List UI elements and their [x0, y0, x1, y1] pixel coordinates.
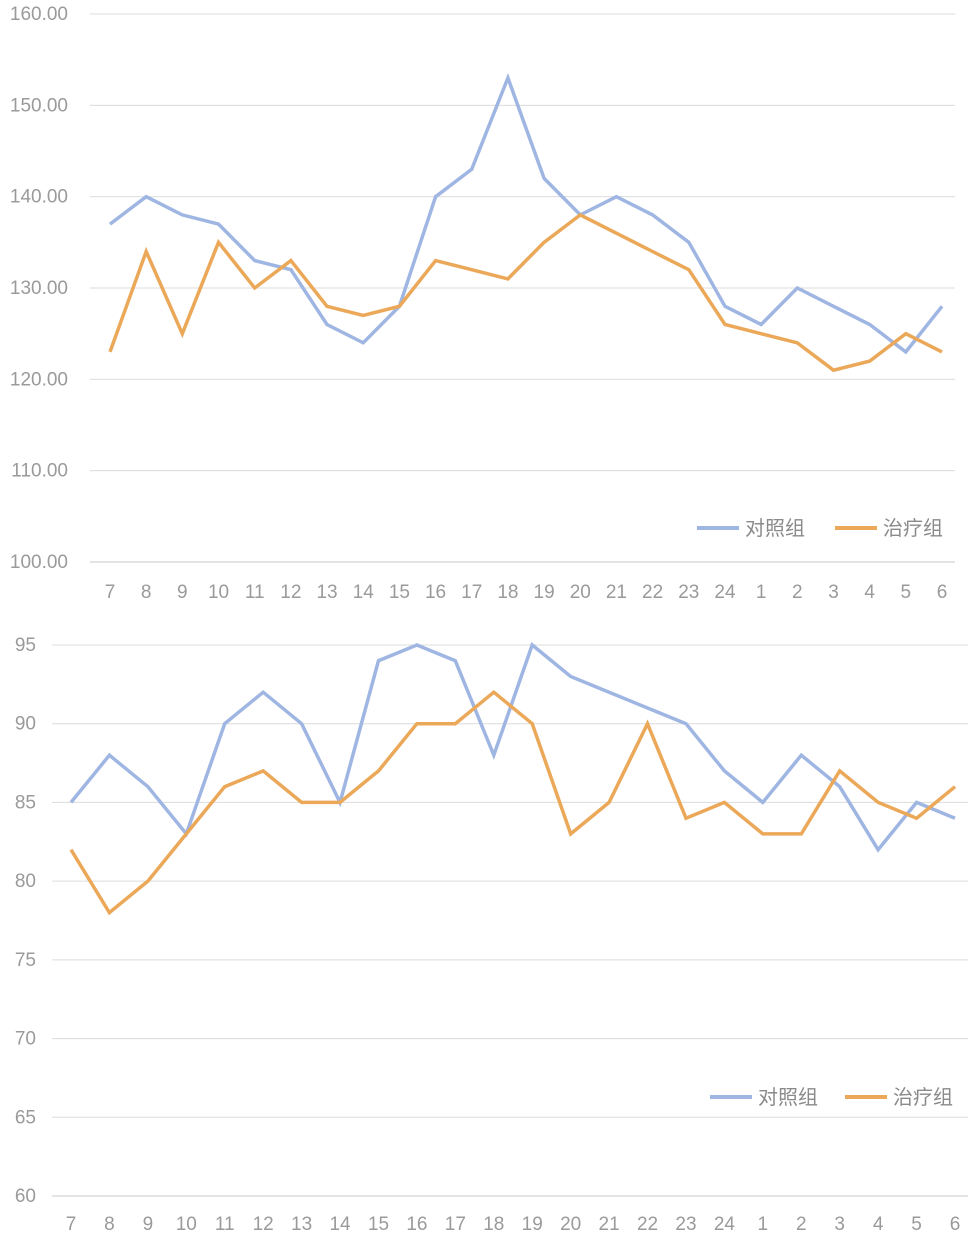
- x-tick-label: 5: [901, 582, 912, 603]
- x-tick-label: 18: [497, 582, 518, 603]
- y-tick-label: 150.00: [10, 95, 68, 116]
- x-tick-label: 14: [329, 1214, 351, 1235]
- y-tick-label: 70: [15, 1029, 36, 1050]
- y-tick-label: 65: [15, 1107, 36, 1128]
- x-tick-label: 17: [445, 1214, 466, 1235]
- y-tick-label: 110.00: [11, 461, 68, 482]
- x-tick-label: 12: [280, 582, 301, 603]
- y-tick-label: 80: [15, 871, 36, 892]
- y-tick-label: 90: [15, 714, 36, 735]
- x-tick-label: 15: [368, 1214, 389, 1235]
- x-tick-label: 7: [66, 1214, 77, 1235]
- series-line-treatment: [108, 212, 943, 373]
- x-tick-label: 9: [143, 1214, 154, 1235]
- x-tick-label: 2: [792, 582, 803, 603]
- x-tick-label: 1: [758, 1214, 769, 1235]
- x-tick-label: 7: [105, 582, 116, 603]
- series-line-control: [69, 642, 956, 853]
- y-tick-label: 140.00: [10, 187, 68, 208]
- y-tick-label: 75: [15, 950, 36, 971]
- y-tick-label: 100.00: [10, 552, 68, 573]
- x-tick-label: 20: [570, 582, 591, 603]
- x-tick-label: 5: [911, 1214, 922, 1235]
- x-tick-label: 11: [215, 1214, 235, 1235]
- x-tick-label: 6: [937, 582, 948, 603]
- legend-label: 治疗组: [883, 517, 943, 540]
- x-tick-label: 16: [406, 1214, 427, 1235]
- series-line-control: [108, 72, 944, 355]
- x-tick-label: 3: [828, 582, 839, 603]
- x-tick-label: 6: [950, 1214, 961, 1235]
- x-tick-label: 19: [534, 582, 555, 603]
- x-tick-label: 16: [425, 582, 446, 603]
- legend-label: 对照组: [745, 517, 805, 540]
- y-tick-label: 120.00: [10, 369, 68, 390]
- chart-top: 100.00 110.00 120.00 130.00 140.00 150.00 160.…: [10, 4, 955, 603]
- x-tick-label: 1: [756, 582, 767, 603]
- y-tick-label: 95: [15, 635, 36, 656]
- y-tick-label: 160.00: [10, 4, 68, 25]
- x-tick-label: 24: [714, 1214, 736, 1235]
- x-tick-label: 13: [316, 582, 337, 603]
- x-tick-label: 15: [389, 582, 410, 603]
- y-tick-label: 85: [15, 792, 36, 813]
- x-tick-label: 12: [253, 1214, 274, 1235]
- x-tick-label: 4: [864, 582, 875, 603]
- x-tick-label: 20: [560, 1214, 581, 1235]
- x-tick-label: 2: [796, 1214, 807, 1235]
- x-tick-label: 11: [245, 582, 265, 603]
- x-tick-label: 14: [353, 582, 375, 603]
- x-tick-label: 22: [637, 1214, 658, 1235]
- x-tick-label: 13: [291, 1214, 312, 1235]
- legend-label: 对照组: [758, 1086, 818, 1109]
- y-tick-label: 60: [15, 1186, 36, 1207]
- x-tick-label: 10: [176, 1214, 197, 1235]
- x-tick-label: 8: [141, 582, 152, 603]
- x-tick-label: 19: [522, 1214, 543, 1235]
- x-tick-label: 24: [714, 582, 736, 603]
- x-tick-label: 23: [678, 582, 699, 603]
- x-tick-label: 23: [675, 1214, 696, 1235]
- x-tick-label: 3: [834, 1214, 845, 1235]
- x-tick-label: 22: [642, 582, 663, 603]
- legend-label: 治疗组: [893, 1086, 953, 1109]
- x-tick-label: 10: [208, 582, 229, 603]
- x-tick-label: 18: [483, 1214, 504, 1235]
- x-tick-label: 21: [599, 1214, 620, 1235]
- y-tick-label: 130.00: [10, 278, 68, 299]
- x-tick-label: 17: [461, 582, 482, 603]
- series-line-treatment: [69, 689, 957, 916]
- x-tick-label: 21: [606, 582, 627, 603]
- x-tick-label: 4: [873, 1214, 884, 1235]
- x-tick-label: 9: [177, 582, 188, 603]
- x-tick-label: 8: [104, 1214, 115, 1235]
